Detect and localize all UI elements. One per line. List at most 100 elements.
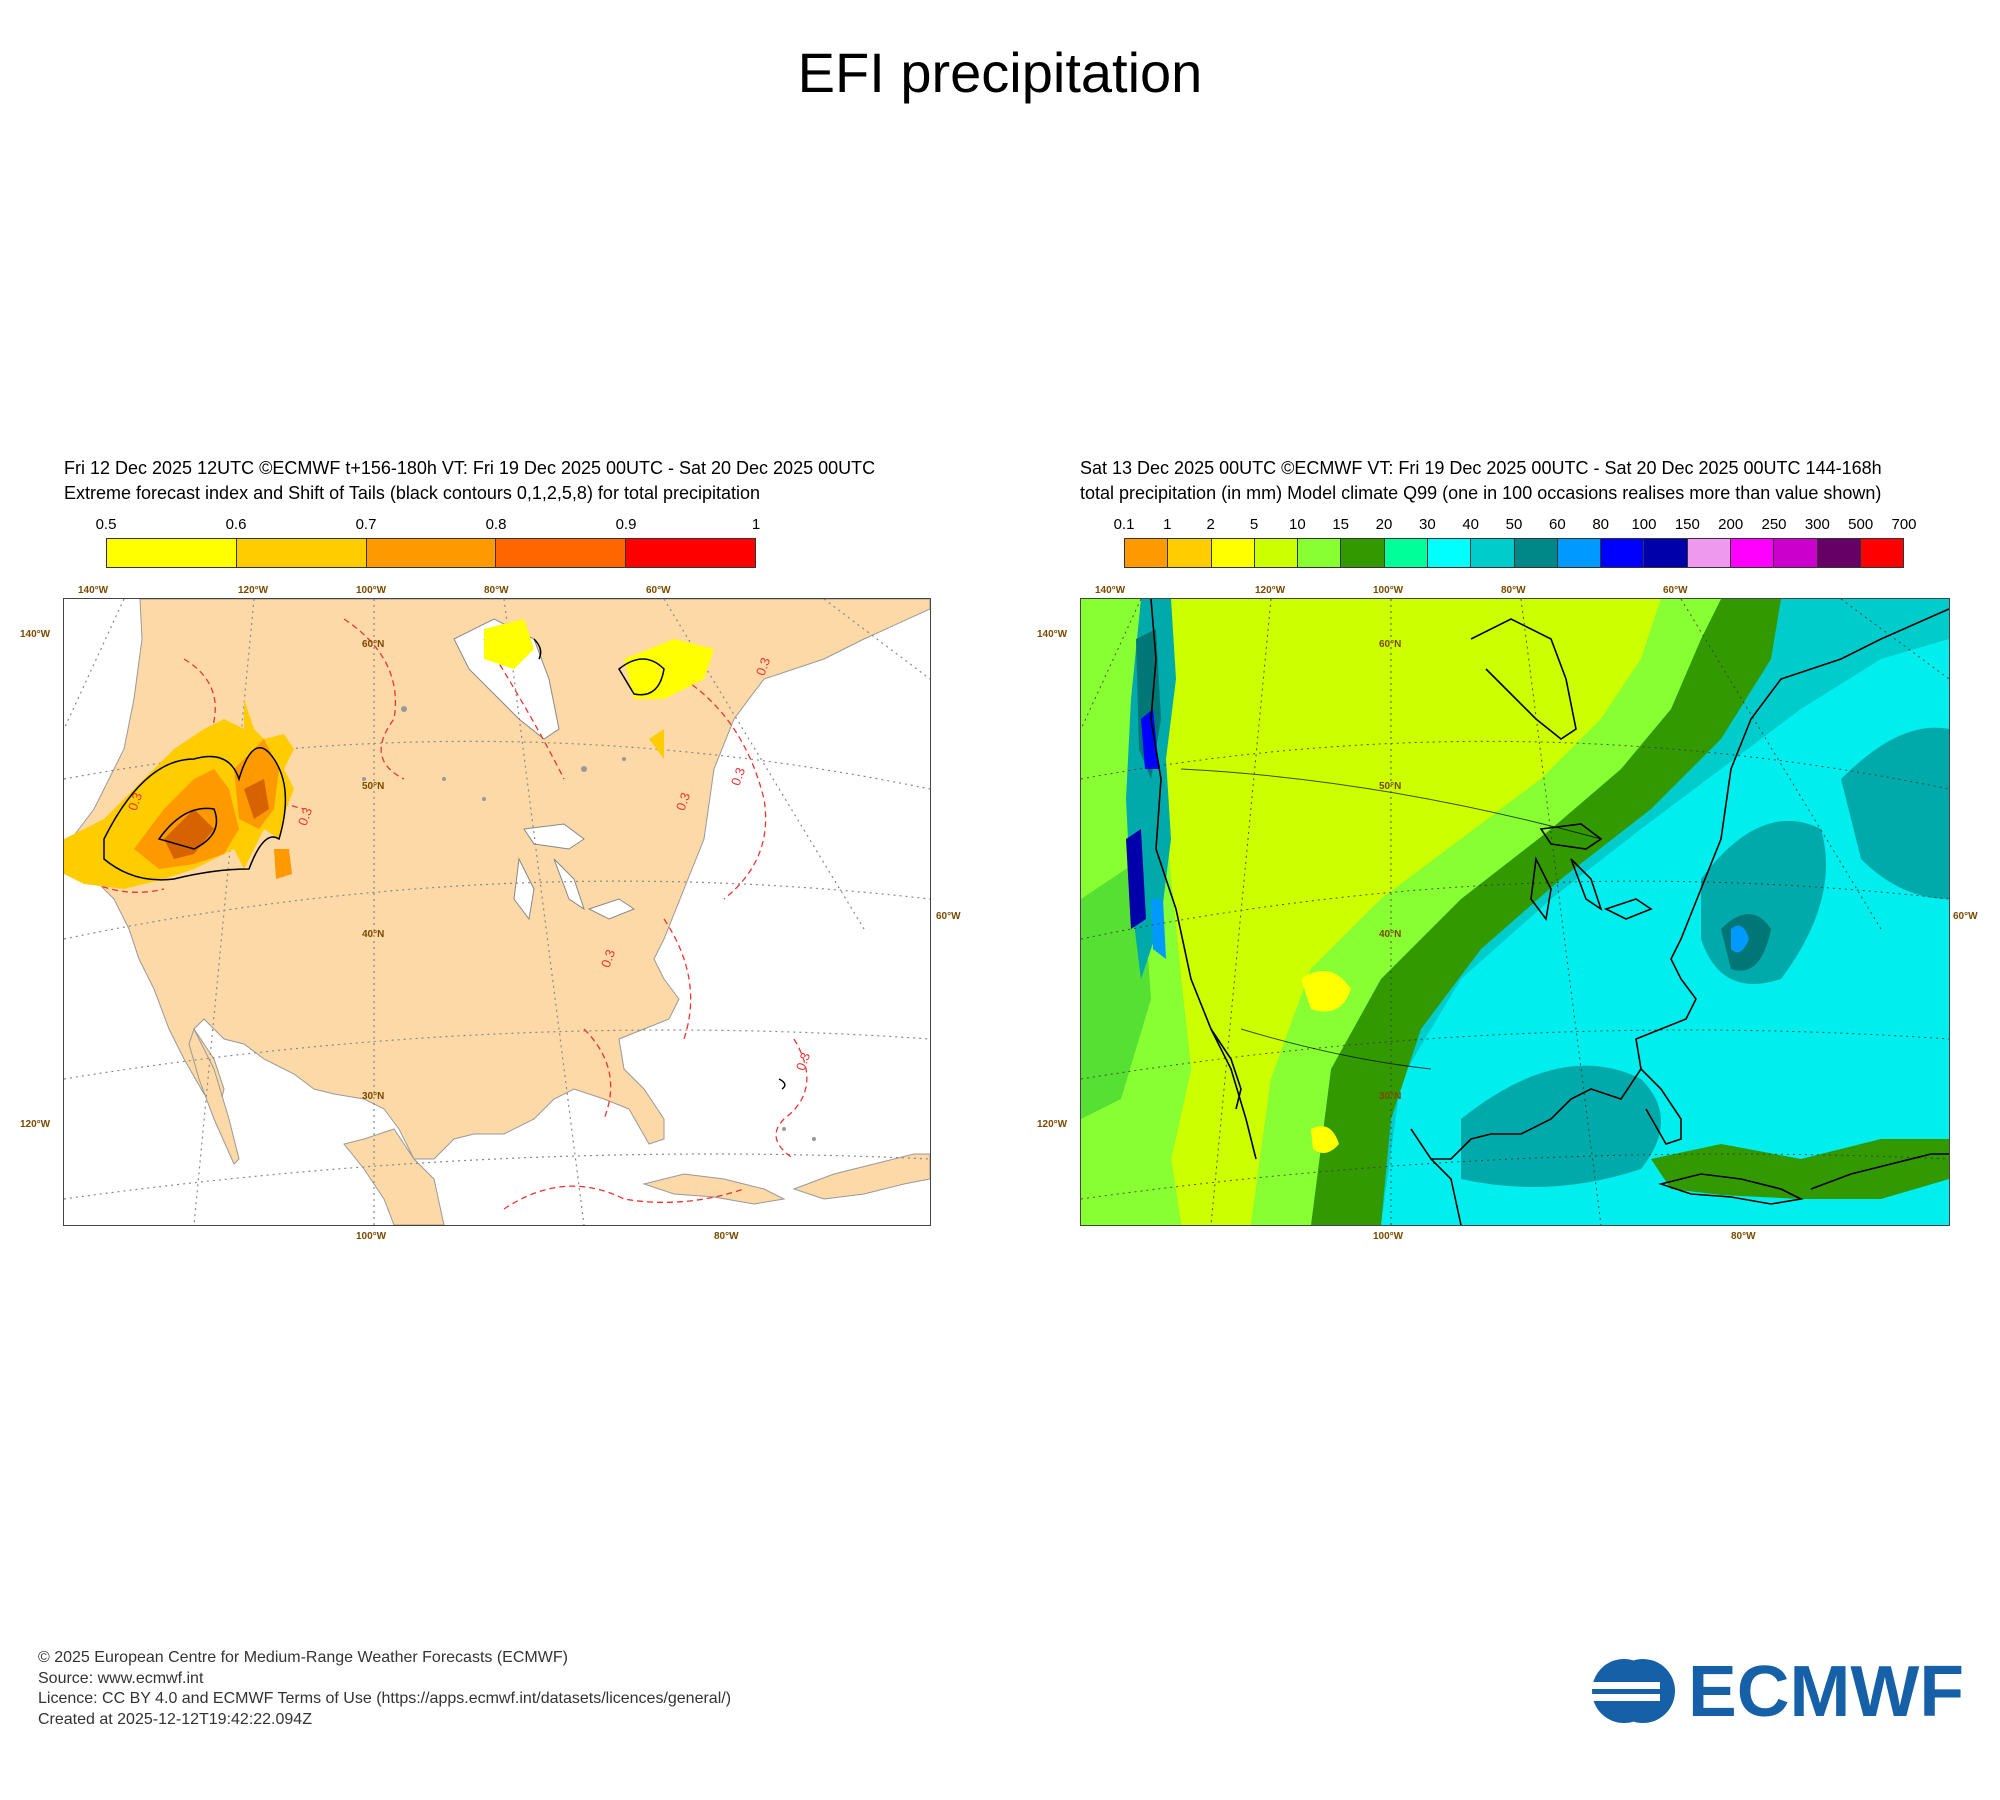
colorbar-label: 10 xyxy=(1288,516,1306,533)
colorbar-label: 0.5 xyxy=(95,516,117,533)
top-longitude-label: 140°W xyxy=(1095,585,1126,596)
colorbar-swatch xyxy=(1601,539,1645,567)
left-efi-map: 0.3 0.3 0.3 0.3 0.3 0.3 0.3 140°W 120°W 100°W 80°… xyxy=(20,585,961,1242)
colorbar-swatch xyxy=(496,539,627,567)
colorbar-swatch xyxy=(1730,539,1775,567)
latitude-label: 30°N xyxy=(362,1091,385,1102)
colorbar-swatch xyxy=(1557,539,1602,567)
colorbar-label: 300 xyxy=(1804,516,1830,533)
colorbar-swatch xyxy=(1384,539,1428,567)
right-header-line2: total precipitation (in mm) Model climat… xyxy=(1080,483,1882,503)
left-header-line1: Fri 12 Dec 2025 12UTC ©ECMWF t+156-180h … xyxy=(64,458,876,478)
top-longitude-label: 100°W xyxy=(356,585,387,596)
left-colorbar-swatches xyxy=(106,538,756,568)
colorbar-label: 50 xyxy=(1505,516,1523,533)
footer-source: Source: www.ecmwf.int xyxy=(38,1669,204,1687)
latitude-label: 60°N xyxy=(1379,639,1402,650)
top-longitude-label: 60°W xyxy=(1663,585,1688,596)
left-longitude-label: 140°W xyxy=(20,629,51,640)
colorbar-swatch xyxy=(1298,539,1342,567)
colorbar-label: 0.8 xyxy=(485,516,507,533)
colorbar-label: 100 xyxy=(1631,516,1657,533)
left-panel-header: Fri 12 Dec 2025 12UTC ©ECMWF t+156-180h … xyxy=(64,456,875,506)
colorbar-label: 0.1 xyxy=(1113,516,1135,533)
top-longitude-label: 120°W xyxy=(238,585,269,596)
colorbar-label: 60 xyxy=(1548,516,1566,533)
colorbar-swatch xyxy=(107,539,237,567)
colorbar-label: 150 xyxy=(1674,516,1700,533)
ecmwf-logo-icon: ECMWF xyxy=(1590,1652,1964,1732)
right-header-line1: Sat 13 Dec 2025 00UTC ©ECMWF VT: Fri 19 … xyxy=(1080,458,1882,478)
colorbar-swatch xyxy=(1687,539,1731,567)
left-longitude-label: 120°W xyxy=(20,1119,51,1130)
colorbar-label: 15 xyxy=(1332,516,1349,533)
page-title: EFI precipitation xyxy=(797,41,1203,104)
ecmwf-logo-text: ECMWF xyxy=(1688,1656,1964,1726)
latitude-label: 50°N xyxy=(1379,781,1402,792)
colorbar-label: 1 xyxy=(1163,516,1172,533)
right-q99-map: 140°W 120°W 100°W 80°W 60°W 100°W 80°W 140°W 120… xyxy=(1037,585,1978,1242)
colorbar-swatch xyxy=(1860,539,1904,567)
right-colorbar: 0.1 1 2 5 10 15 20 30 40 50 60 80 100 150 200 250 300 500… xyxy=(1114,516,1917,568)
colorbar-label: 5 xyxy=(1249,516,1259,533)
top-longitude-label: 80°W xyxy=(1501,585,1526,596)
colorbar-label: 500 xyxy=(1848,516,1874,533)
colorbar-swatch xyxy=(1125,539,1169,567)
colorbar-swatch xyxy=(1168,539,1212,567)
footer-copyright: © 2025 European Centre for Medium-Range … xyxy=(38,1649,568,1666)
colorbar-swatch xyxy=(1817,539,1861,567)
top-longitude-label: 140°W xyxy=(78,585,109,596)
colorbar-swatch xyxy=(626,539,755,567)
colorbar-label: 700 xyxy=(1891,516,1917,533)
latitude-label: 60°N xyxy=(362,639,385,650)
colorbar-label: 30 xyxy=(1418,516,1436,533)
right-colorbar-labels: 0.1 1 2 5 10 15 20 30 40 50 60 80 100 150 200 250 300 500… xyxy=(1114,516,1917,538)
left-header-line2: Extreme forecast index and Shift of Tail… xyxy=(64,483,761,503)
colorbar-swatch xyxy=(1514,539,1558,567)
bottom-longitude-label: 80°W xyxy=(714,1231,739,1242)
latitude-label: 40°N xyxy=(362,929,385,940)
top-longitude-label: 80°W xyxy=(484,585,509,596)
right-panel-header: Sat 13 Dec 2025 00UTC ©ECMWF VT: Fri 19 … xyxy=(1080,456,1882,506)
top-longitude-label: 120°W xyxy=(1255,585,1286,596)
colorbar-label: 250 xyxy=(1761,516,1787,533)
colorbar-label: 80 xyxy=(1592,516,1609,533)
colorbar-label: 0.7 xyxy=(355,516,377,533)
latitude-label: 30°N xyxy=(1379,1091,1402,1102)
left-longitude-label: 120°W xyxy=(1037,1119,1068,1130)
footer-licence: Licence: CC BY 4.0 and ECMWF Terms of Us… xyxy=(38,1690,732,1707)
bottom-longitude-label: 100°W xyxy=(1373,1231,1404,1242)
bottom-longitude-label: 80°W xyxy=(1731,1231,1756,1242)
latitude-label: 40°N xyxy=(1379,929,1402,940)
colorbar-swatch xyxy=(236,539,367,567)
colorbar-swatch xyxy=(1471,539,1515,567)
top-longitude-label: 60°W xyxy=(646,585,671,596)
footer: © 2025 European Centre for Medium-Range … xyxy=(38,1648,731,1730)
colorbar-label: 0.9 xyxy=(615,516,637,533)
right-colorbar-swatches xyxy=(1124,538,1904,568)
left-map-canvas xyxy=(64,599,930,1225)
ecmwf-logo: ECMWF xyxy=(1588,1652,1968,1732)
colorbar-swatch xyxy=(1254,539,1299,567)
top-longitude-label: 100°W xyxy=(1373,585,1404,596)
latitude-label: 50°N xyxy=(362,781,385,792)
colorbar-swatch xyxy=(1774,539,1818,567)
bottom-longitude-label: 100°W xyxy=(356,1231,387,1242)
right-longitude-label: 60°W xyxy=(936,911,961,922)
colorbar-swatch xyxy=(1427,539,1472,567)
colorbar-swatch xyxy=(1211,539,1255,567)
colorbar-label: 40 xyxy=(1462,516,1479,533)
colorbar-label: 1 xyxy=(751,516,761,533)
right-longitude-label: 60°W xyxy=(1953,911,1978,922)
left-colorbar-labels: 0.5 0.6 0.7 0.8 0.9 1 xyxy=(96,516,761,538)
colorbar-label: 0.6 xyxy=(225,516,247,533)
colorbar-swatch xyxy=(366,539,497,567)
left-colorbar: 0.5 0.6 0.7 0.8 0.9 1 xyxy=(96,516,761,568)
right-map-canvas xyxy=(1081,599,1949,1225)
footer-created: Created at 2025-12-12T19:42:22.094Z xyxy=(38,1710,312,1728)
colorbar-label: 200 xyxy=(1718,516,1744,533)
colorbar-swatch xyxy=(1341,539,1385,567)
colorbar-swatch xyxy=(1644,539,1688,567)
colorbar-label: 20 xyxy=(1375,516,1393,533)
colorbar-label: 2 xyxy=(1206,516,1215,533)
